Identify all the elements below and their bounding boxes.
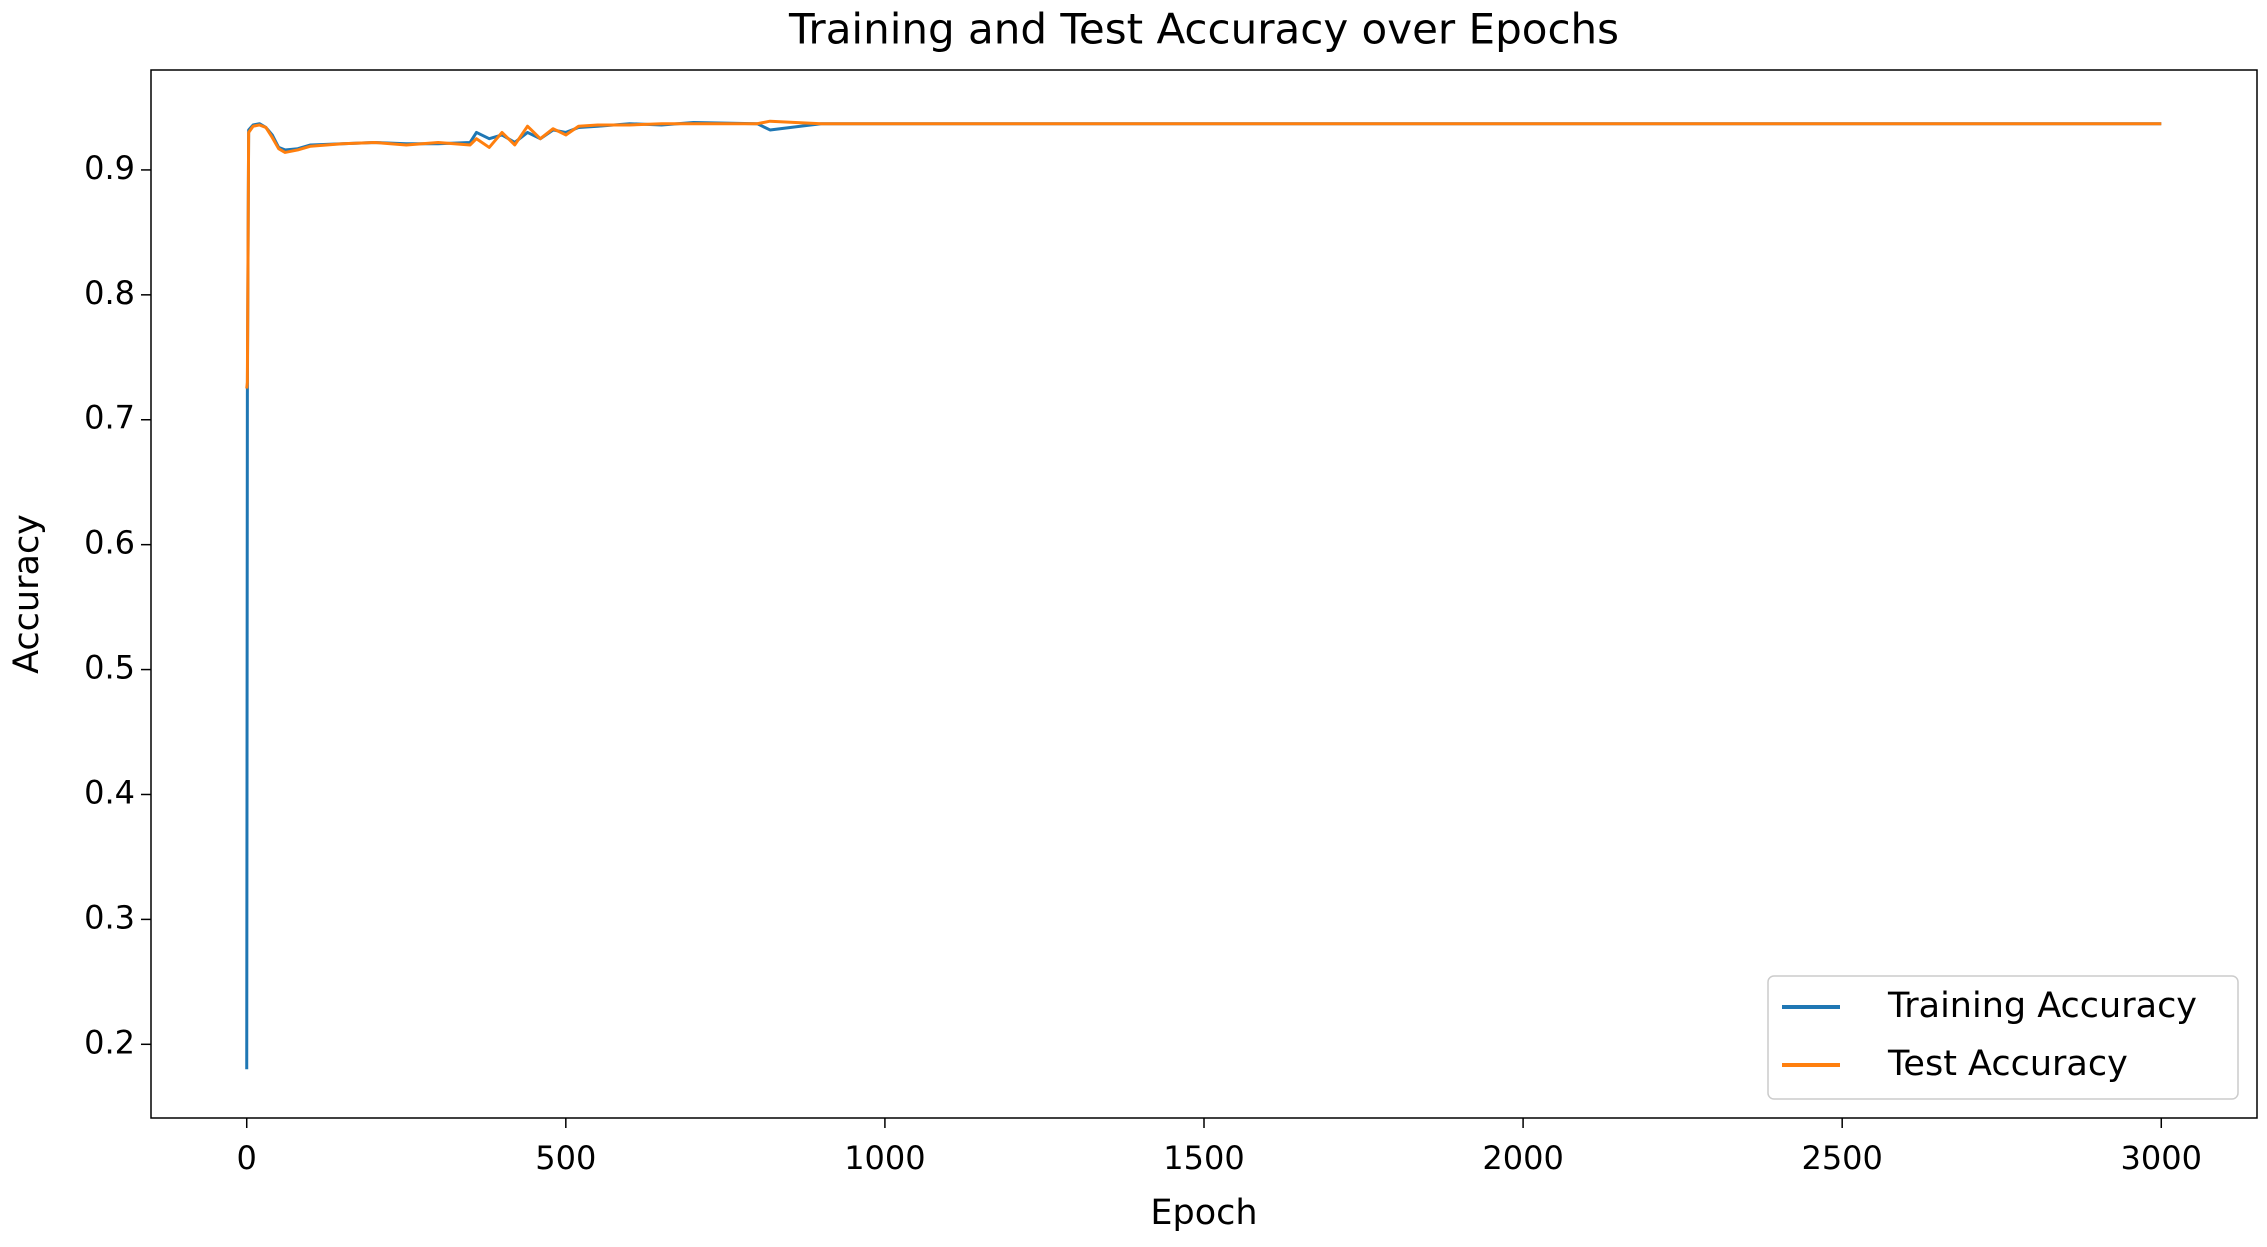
line-series — [245, 120, 2162, 1070]
x-tick-label: 1000 — [844, 1139, 925, 1177]
x-tick-label: 1500 — [1163, 1139, 1244, 1177]
y-tick-label: 0.5 — [84, 649, 135, 687]
y-axis-label: Accuracy — [7, 514, 47, 674]
plot-frame — [150, 69, 2258, 1119]
y-tick-label: 0.4 — [84, 773, 135, 811]
y-tick-label: 0.7 — [84, 399, 135, 437]
x-axis-label: Epoch — [1150, 1193, 1257, 1233]
y-tick-label: 0.6 — [84, 524, 135, 562]
legend-label: Training Accuracy — [1887, 986, 2197, 1026]
x-tick-label: 0 — [237, 1139, 257, 1177]
x-tick-label: 2500 — [1801, 1139, 1882, 1177]
x-tick-label: 2000 — [1482, 1139, 1563, 1177]
x-tick-label: 500 — [535, 1139, 596, 1177]
legend-box — [1767, 975, 2239, 1100]
line-series — [245, 119, 2162, 389]
y-tick-label: 0.8 — [84, 274, 135, 312]
chart-title: Training and Test Accuracy over Epochs — [788, 5, 1619, 54]
y-tick-label: 0.2 — [84, 1023, 135, 1061]
y-tick-label: 0.3 — [84, 898, 135, 936]
legend-label: Test Accuracy — [1887, 1044, 2128, 1084]
x-tick-label: 3000 — [2121, 1139, 2202, 1177]
y-tick-label: 0.9 — [84, 149, 135, 187]
